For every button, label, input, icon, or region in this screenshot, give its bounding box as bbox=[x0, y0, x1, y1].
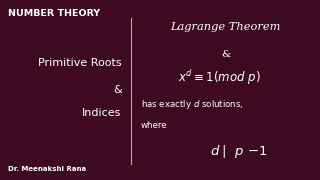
Text: has exactly $d$ solutions,: has exactly $d$ solutions, bbox=[141, 98, 244, 111]
Text: Primitive Roots: Primitive Roots bbox=[38, 58, 122, 68]
Text: $d\mid\ p\ {-}1$: $d\mid\ p\ {-}1$ bbox=[210, 143, 267, 160]
Text: $x^d \equiv 1(mod\ p)$: $x^d \equiv 1(mod\ p)$ bbox=[178, 68, 260, 87]
Text: where: where bbox=[141, 122, 167, 130]
Text: Lagrange Theorem: Lagrange Theorem bbox=[171, 22, 281, 32]
Text: Dr. Meenakshi Rana: Dr. Meenakshi Rana bbox=[8, 166, 86, 172]
Text: NUMBER THEORY: NUMBER THEORY bbox=[8, 9, 100, 18]
Text: &: & bbox=[221, 50, 230, 59]
Text: &: & bbox=[113, 85, 122, 95]
Text: Indices: Indices bbox=[82, 108, 122, 118]
